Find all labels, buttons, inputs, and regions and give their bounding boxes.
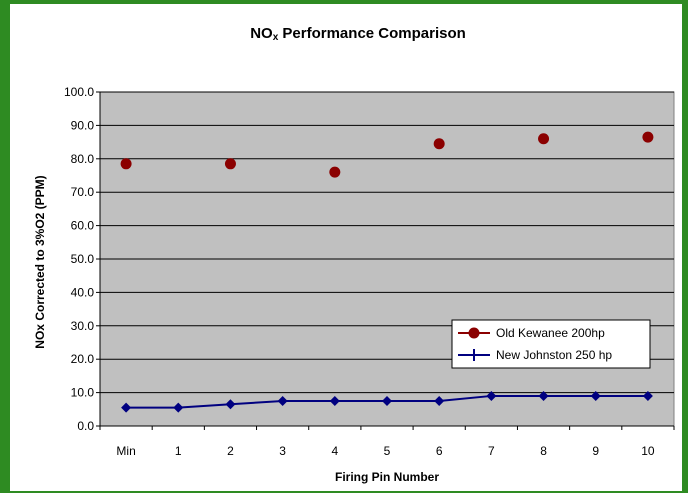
- legend-label: Old Kewanee 200hp: [496, 326, 605, 340]
- x-tick-label: 7: [488, 444, 495, 458]
- chart-title: NOx Performance Comparison: [250, 25, 466, 43]
- y-tick-label: 50.0: [71, 252, 95, 266]
- x-tick-label: 3: [279, 444, 286, 458]
- y-tick-label: 100.0: [64, 85, 94, 99]
- x-tick-label: 8: [540, 444, 547, 458]
- data-point: [433, 138, 445, 150]
- legend-box: [451, 319, 651, 369]
- chart-frame: NOx Performance Comparison 0.0 10.0 20.0 30…: [10, 4, 682, 491]
- legend-marker: [468, 327, 480, 339]
- title-main: NO: [250, 25, 273, 42]
- series-group: [120, 131, 654, 413]
- x-tick-label: 6: [436, 444, 443, 458]
- x-axis-label: Firing Pin Number: [335, 470, 439, 484]
- data-point: [538, 390, 549, 401]
- title-subscript: x: [273, 32, 279, 43]
- data-point: [642, 390, 653, 401]
- x-tick-label: 1: [175, 444, 182, 458]
- data-point: [121, 402, 132, 413]
- data-point: [434, 395, 445, 406]
- y-tick-label: 20.0: [71, 352, 95, 366]
- x-tick-label: 10: [641, 444, 655, 458]
- data-point: [538, 133, 550, 145]
- data-point: [173, 402, 184, 413]
- y-axis-label: NOx Corrected to 3%O2 (PPM): [33, 175, 47, 348]
- data-point: [277, 395, 288, 406]
- x-tick-label: 9: [592, 444, 599, 458]
- grid: [100, 91, 674, 394]
- x-tick-label: 2: [227, 444, 234, 458]
- x-tick-label: 4: [331, 444, 338, 458]
- data-point: [329, 166, 341, 178]
- y-tick-label: 10.0: [71, 386, 95, 400]
- legend-label: New Johnston 250 hp: [496, 348, 612, 362]
- chart: NOx Performance Comparison 0.010.020.030…: [33, 25, 675, 484]
- data-point: [224, 158, 236, 170]
- data-point: [382, 395, 392, 406]
- y-tick-label: 60.0: [71, 219, 95, 233]
- y-tick-label: 90.0: [71, 118, 95, 132]
- data-point: [120, 158, 132, 170]
- data-point: [225, 399, 236, 410]
- y-tick-label: 0.0: [77, 419, 94, 433]
- y-tick-label: 70.0: [71, 185, 95, 199]
- data-point: [486, 390, 497, 401]
- data-point: [590, 390, 601, 401]
- x-axis: Min 1 2 3 4 5 6 7 8 9 10: [99, 425, 675, 458]
- legend: Old Kewanee 200hp New Johnston 250 hp: [451, 319, 651, 369]
- title-rest: Performance Comparison: [278, 25, 466, 42]
- x-tick-label: 5: [384, 444, 391, 458]
- x-tick-label: Min: [116, 444, 135, 458]
- y-tick-label: 30.0: [71, 319, 95, 333]
- data-point: [642, 131, 654, 143]
- y-axis: 0.0 10.0 20.0 30.0 40.0 50.0 60.0 70.0 80.0 90.0 1…: [64, 85, 101, 433]
- y-tick-label: 80.0: [71, 152, 95, 166]
- data-point: [329, 395, 340, 406]
- y-tick-label: 40.0: [71, 285, 95, 299]
